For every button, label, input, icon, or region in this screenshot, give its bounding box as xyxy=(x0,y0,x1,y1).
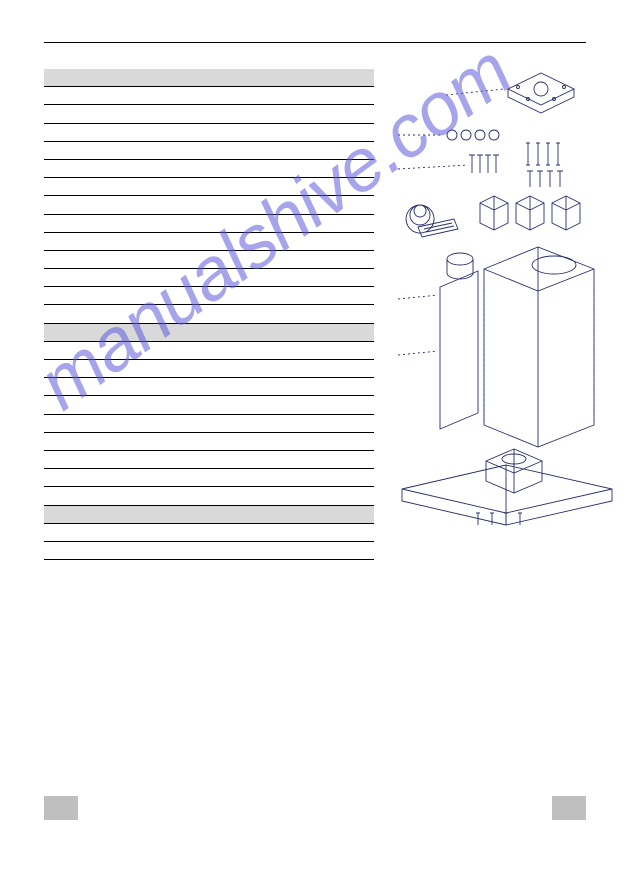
table-row xyxy=(44,524,374,542)
content-area: manualshive.com xyxy=(44,43,586,820)
table-row xyxy=(44,178,374,196)
table-row xyxy=(44,105,374,123)
table-section-header xyxy=(44,506,374,524)
table-row xyxy=(44,196,374,214)
parts-table xyxy=(44,69,374,560)
table-row xyxy=(44,378,374,396)
table-row xyxy=(44,415,374,433)
table-row xyxy=(44,142,374,160)
table-row xyxy=(44,305,374,323)
table-row xyxy=(44,396,374,414)
table-row xyxy=(44,269,374,287)
table-section-header xyxy=(44,324,374,342)
table-row xyxy=(44,124,374,142)
table-row xyxy=(44,342,374,360)
table-row xyxy=(44,251,374,269)
footer-page-left xyxy=(44,796,78,820)
footer-page-right xyxy=(552,796,586,820)
table-row xyxy=(44,451,374,469)
table-row xyxy=(44,433,374,451)
table-row xyxy=(44,469,374,487)
page-frame: manualshive.com xyxy=(44,42,586,820)
table-row xyxy=(44,542,374,560)
table-row xyxy=(44,87,374,105)
table-row xyxy=(44,487,374,505)
table-row xyxy=(44,215,374,233)
exploded-diagram xyxy=(388,59,620,529)
table-section-header xyxy=(44,69,374,87)
table-row xyxy=(44,287,374,305)
table-row xyxy=(44,160,374,178)
table-row xyxy=(44,233,374,251)
table-row xyxy=(44,360,374,378)
